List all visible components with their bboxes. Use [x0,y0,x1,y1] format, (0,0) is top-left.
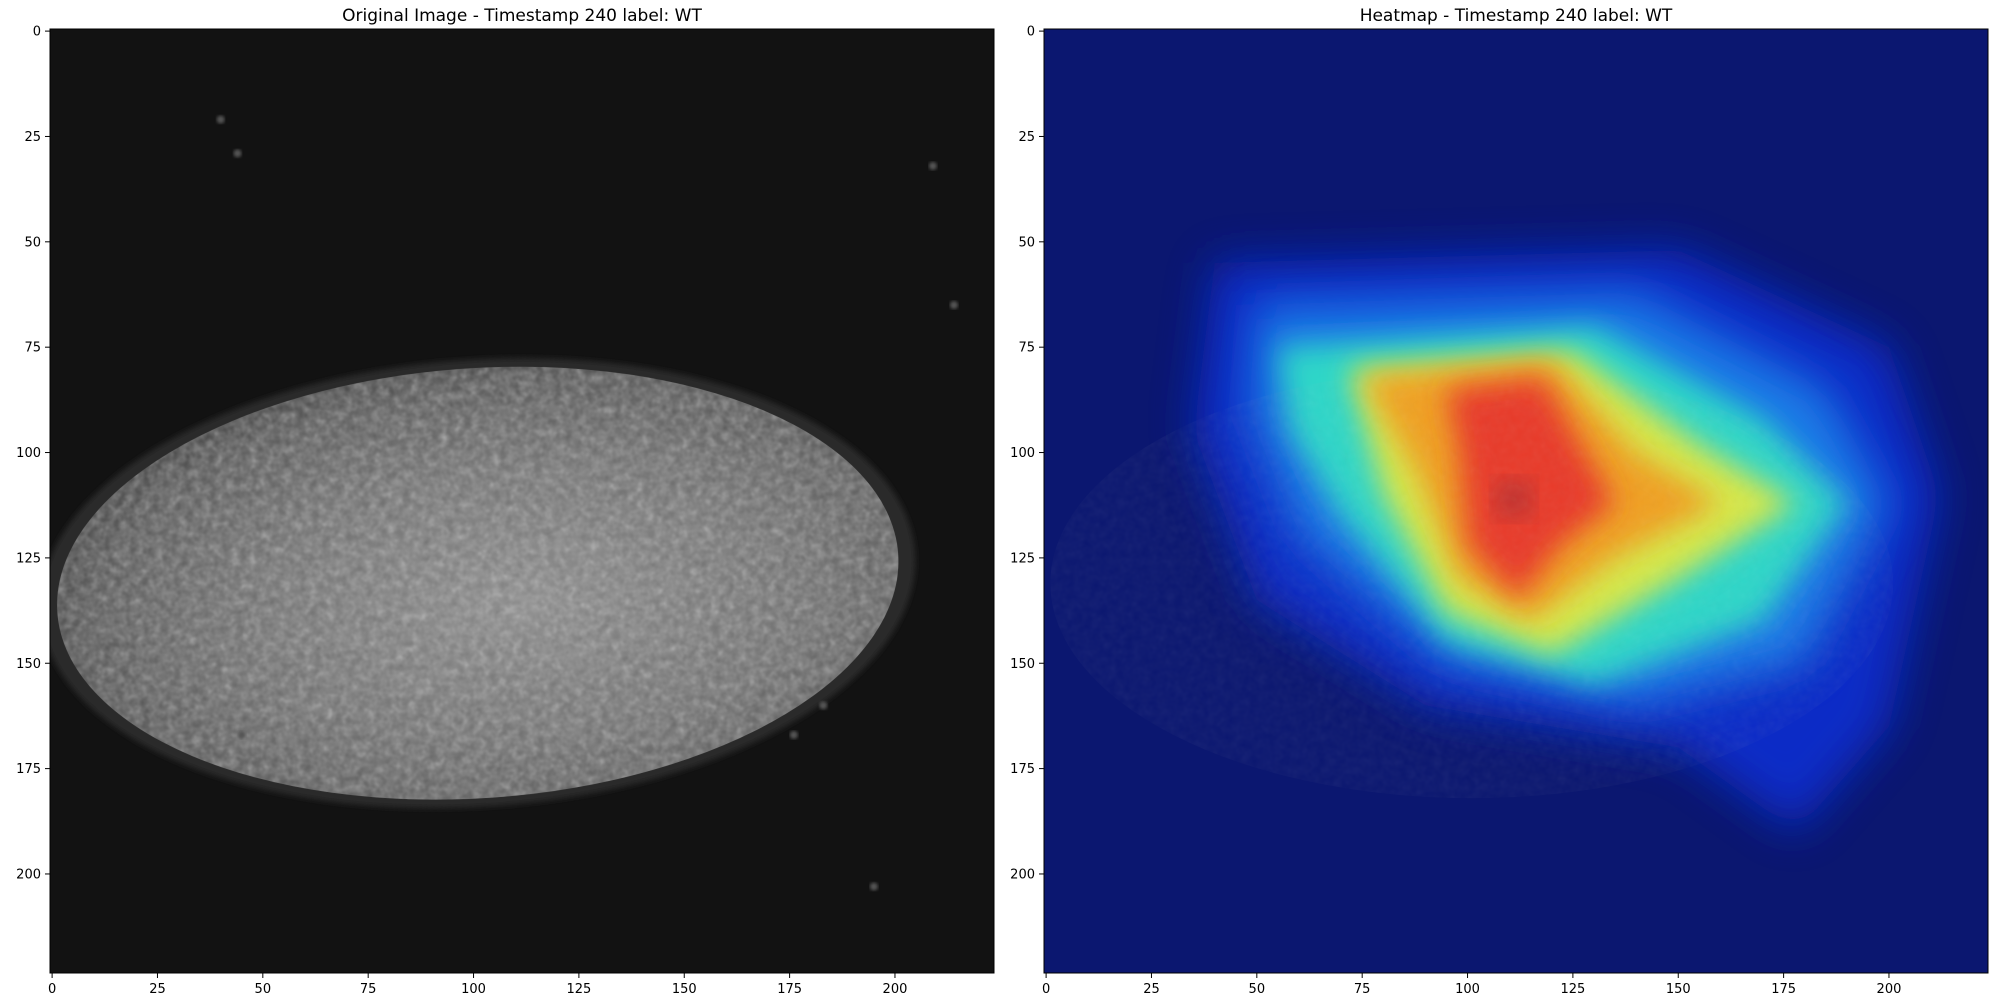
bright-spot [216,115,225,124]
x-tick-label: 150 [672,982,697,997]
original-image-frame [49,28,995,974]
cell-blob-texture [57,366,899,800]
y-tick-label: 0 [1027,25,1035,40]
x-tick-label: 75 [1354,982,1371,997]
y-tick-label: 200 [16,867,41,882]
x-tick-label: 0 [48,982,56,997]
y-tick-label: 50 [1018,235,1035,250]
y-tick-label: 125 [1010,551,1035,566]
x-tick-label: 175 [777,982,802,997]
bright-spot [819,701,828,710]
y-tick-label: 175 [16,762,41,777]
y-tick-label: 200 [1010,867,1035,882]
bright-spot [869,882,878,891]
y-tick-label: 0 [33,25,41,40]
bright-spot [949,301,958,310]
y-tick-label: 125 [16,551,41,566]
original-image-axes: 0 25 50 75 100 125 150 175 200 0 25 50 75 100 125 150 17… [16,25,907,997]
heatmap-title: Heatmap - Timestamp 240 label: WT [1360,6,1673,26]
x-tick-label: 100 [461,982,486,997]
bright-spot [789,730,798,739]
y-tick-label: 75 [1018,341,1035,356]
bright-spot [237,730,246,739]
x-tick-label: 150 [1666,982,1691,997]
y-tick-label: 50 [24,235,41,250]
x-tick-label: 50 [255,982,272,997]
x-tick-label: 200 [883,982,908,997]
x-tick-label: 100 [1455,982,1480,997]
y-tick-label: 150 [1010,657,1035,672]
heatmap-frame [1043,28,1989,974]
x-tick-label: 25 [149,982,166,997]
x-tick-label: 25 [1143,982,1160,997]
blob-layer [50,358,916,809]
x-tick-label: 0 [1042,982,1050,997]
x-tick-label: 125 [566,982,591,997]
bright-spot [928,161,937,170]
y-tick-label: 75 [24,341,41,356]
y-tick-label: 25 [24,130,41,145]
original-image-title: Original Image - Timestamp 240 label: WT [342,6,702,26]
bright-spots [216,115,958,891]
y-tick-label: 100 [1010,446,1035,461]
y-tick-label: 150 [16,657,41,672]
x-tick-label: 175 [1771,982,1796,997]
y-tick-label: 25 [1018,130,1035,145]
y-tick-label: 175 [1010,762,1035,777]
bright-spot [233,149,242,158]
heatmap-panel: Heatmap - Timestamp 240 label: WT 0 25 50 7… [1010,6,1989,997]
heatmap-blob-overlay [1050,368,1894,799]
x-tick-label: 75 [360,982,377,997]
y-tick-label: 100 [16,446,41,461]
x-tick-label: 125 [1560,982,1585,997]
heatmap-axes: 0 25 50 75 100 125 150 175 200 0 25 50 75 100 125 150 17… [1010,25,1901,997]
x-tick-label: 50 [1249,982,1266,997]
original-image-panel: Original Image - Timestamp 240 label: WT… [16,6,995,997]
x-tick-label: 200 [1877,982,1902,997]
